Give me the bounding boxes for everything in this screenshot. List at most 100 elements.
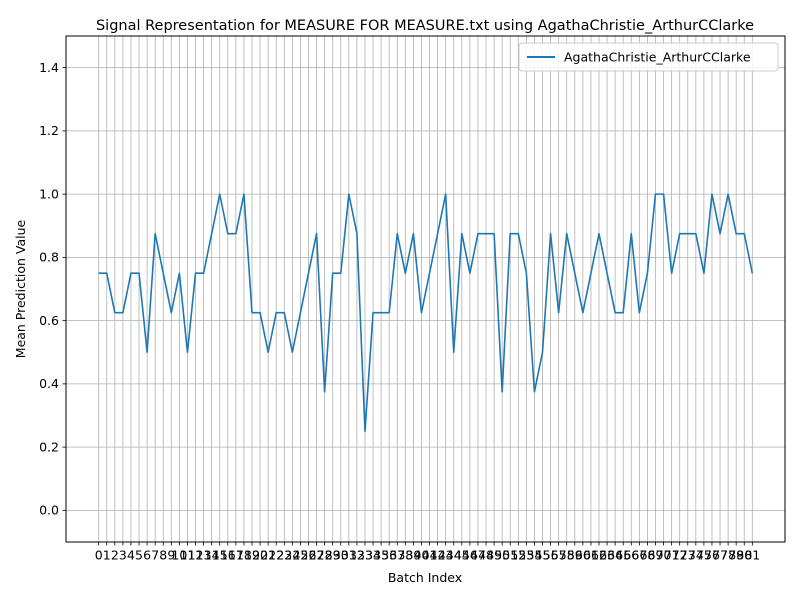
x-tick-label: 36 [381,548,397,563]
x-tick-label: 38 [397,548,413,563]
x-tick-label: 66 [623,548,639,563]
x-axis: 0 1 2 3 4 5 6 7 8 9101112131415161718192021222324… [95,542,760,563]
legend-box [518,42,779,72]
y-tick-label: 1.4 [39,60,59,75]
x-tick-label: 37 [389,548,405,563]
x-tick-label: 13 [196,548,212,563]
legend: AgathaChristie_ArthurCClarke [518,42,779,72]
x-tick-label: 52 [510,548,526,563]
x-tick-label: 59 [567,548,583,563]
x-tick-label: 7 [151,548,159,563]
x-tick-label: 28 [317,548,333,563]
x-tick-label: 41 [422,548,438,563]
x-tick-label: 4 [127,548,135,563]
x-tick-label: 76 [704,548,720,563]
y-tick-label: 0.6 [39,313,59,328]
x-tick-label: 50 [494,548,510,563]
x-tick-label: 47 [470,548,486,563]
x-tick-label: 72 [672,548,688,563]
x-tick-label: 42 [430,548,446,563]
x-tick-label: 78 [720,548,736,563]
x-tick-label: 19 [244,548,260,563]
x-tick-label: 80 [736,548,752,563]
x-tick-label: 24 [284,548,300,563]
x-tick-label: 0 [95,548,103,563]
x-tick-label: 25 [292,548,308,563]
x-tick-label: 65 [615,548,631,563]
x-tick-label: 81 [744,548,760,563]
x-tick-label: 8 [159,548,167,563]
x-tick-label: 67 [631,548,647,563]
x-tick-label: 33 [357,548,373,563]
x-tick-label: 16 [220,548,236,563]
y-tick-label: 0.2 [39,439,59,454]
x-tick-label: 30 [333,548,349,563]
x-tick-label: 39 [405,548,421,563]
x-tick-label: 34 [365,548,381,563]
x-tick-label: 27 [309,548,325,563]
y-axis-label: Mean Prediction Value [13,219,28,358]
x-tick-label: 51 [502,548,518,563]
x-tick-label: 69 [648,548,664,563]
x-tick-label: 54 [526,548,542,563]
x-tick-label: 63 [599,548,615,563]
x-tick-label: 12 [188,548,204,563]
x-tick-label: 31 [341,548,357,563]
x-tick-label: 71 [664,548,680,563]
x-tick-label: 22 [268,548,284,563]
x-tick-label: 10 [171,548,187,563]
x-tick-label: 48 [478,548,494,563]
grid [66,36,785,542]
y-axis: 0.0 0.2 0.4 0.6 0.8 1.0 1.2 1.4 [39,60,66,518]
x-tick-label: 49 [486,548,502,563]
x-tick-label: 35 [373,548,389,563]
x-tick-label: 11 [179,548,195,563]
x-tick-label: 44 [446,548,462,563]
plot-frame [65,35,786,543]
x-tick-label: 40 [414,548,430,563]
x-tick-label: 61 [583,548,599,563]
y-tick-label: 0.0 [39,503,59,518]
y-tick-label: 1.0 [39,186,59,201]
series-line [98,193,754,433]
x-tick-label: 62 [591,548,607,563]
x-tick-label: 79 [728,548,744,563]
x-tick-label: 75 [696,548,712,563]
y-tick-label: 1.2 [39,123,59,138]
x-tick-label: 14 [204,548,220,563]
x-tick-label: 9 [167,548,175,563]
x-tick-label: 46 [462,548,478,563]
x-tick-label: 77 [712,548,728,563]
x-tick-label: 6 [143,548,151,563]
x-tick-label: 20 [252,548,268,563]
x-tick-label: 1 [103,548,111,563]
x-tick-label: 58 [559,548,575,563]
x-tick-label: 74 [688,548,704,563]
x-tick-label: 23 [276,548,292,563]
x-tick-label: 29 [325,548,341,563]
series-layer [98,193,754,433]
x-axis-label: Batch Index [388,570,462,585]
legend-label: AgathaChristie_ArthurCClarke [564,50,751,65]
x-tick-label: 21 [260,548,276,563]
x-tick-label: 53 [518,548,534,563]
x-tick-label: 73 [680,548,696,563]
x-tick-label: 45 [454,548,470,563]
x-tick-label: 3 [119,548,127,563]
x-tick-label: 57 [551,548,567,563]
x-tick-label: 17 [228,548,244,563]
x-tick-label: 32 [349,548,365,563]
x-tick-label: 43 [438,548,454,563]
x-tick-label: 15 [212,548,228,563]
x-tick-label: 5 [135,548,143,563]
x-tick-label: 55 [535,548,551,563]
x-tick-label: 68 [639,548,655,563]
y-tick-label: 0.8 [39,250,59,265]
x-tick-label: 60 [575,548,591,563]
x-tick-label: 18 [236,548,252,563]
y-tick-label: 0.4 [39,376,59,391]
x-tick-label: 2 [111,548,119,563]
x-tick-label: 26 [301,548,317,563]
